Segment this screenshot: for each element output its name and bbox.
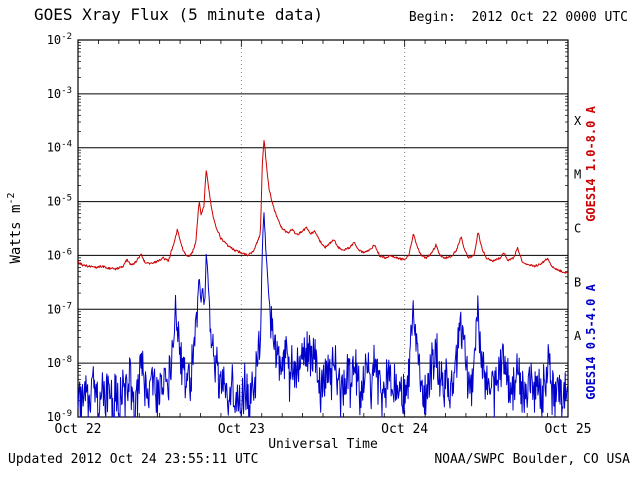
flare-class-letter: B xyxy=(574,275,581,289)
series-xray-long xyxy=(77,140,569,274)
y-tick-label: 10-5 xyxy=(47,194,72,209)
series-label-short-wavelength: GOES14 0.5-4.0 A xyxy=(584,284,598,400)
y-axis-title-text: Watts m xyxy=(7,204,24,264)
flare-class-letter: M xyxy=(574,168,581,182)
x-tick-label: Oct 25 xyxy=(545,422,592,437)
x-tick-label: Oct 24 xyxy=(381,422,428,437)
chart-title: GOES Xray Flux (5 minute data) xyxy=(34,5,323,24)
series-xray-short xyxy=(77,212,569,418)
flare-class-letter: A xyxy=(574,329,582,343)
x-tick-label: Oct 23 xyxy=(218,422,265,437)
series-label-long-wavelength: GOES14 1.0-8.0 A xyxy=(584,106,598,222)
begin-time-label: Begin: 2012 Oct 22 0000 UTC xyxy=(408,10,628,25)
y-tick-label: 10-4 xyxy=(47,140,72,155)
source-credit: NOAA/SWPC Boulder, CO USA xyxy=(434,452,630,467)
flare-class-letter: X xyxy=(574,114,582,128)
y-tick-label: 10-3 xyxy=(47,86,72,101)
y-tick-label: 10-6 xyxy=(47,247,72,262)
updated-timestamp: Updated 2012 Oct 24 23:55:11 UTC xyxy=(8,452,259,467)
plot-frame xyxy=(77,39,569,418)
flare-class-letter: C xyxy=(574,222,581,236)
x-tick-label: Oct 22 xyxy=(55,422,102,437)
y-tick-label: 10-7 xyxy=(47,301,72,316)
y-axis-title-exponent: -2 xyxy=(6,192,18,205)
y-tick-label: 10-8 xyxy=(47,355,72,370)
y-axis-title: Watts m-2 xyxy=(6,192,24,263)
y-tick-label: 10-2 xyxy=(47,32,72,47)
y-tick-label: 10-9 xyxy=(47,409,72,424)
x-axis-title: Universal Time xyxy=(268,437,378,452)
